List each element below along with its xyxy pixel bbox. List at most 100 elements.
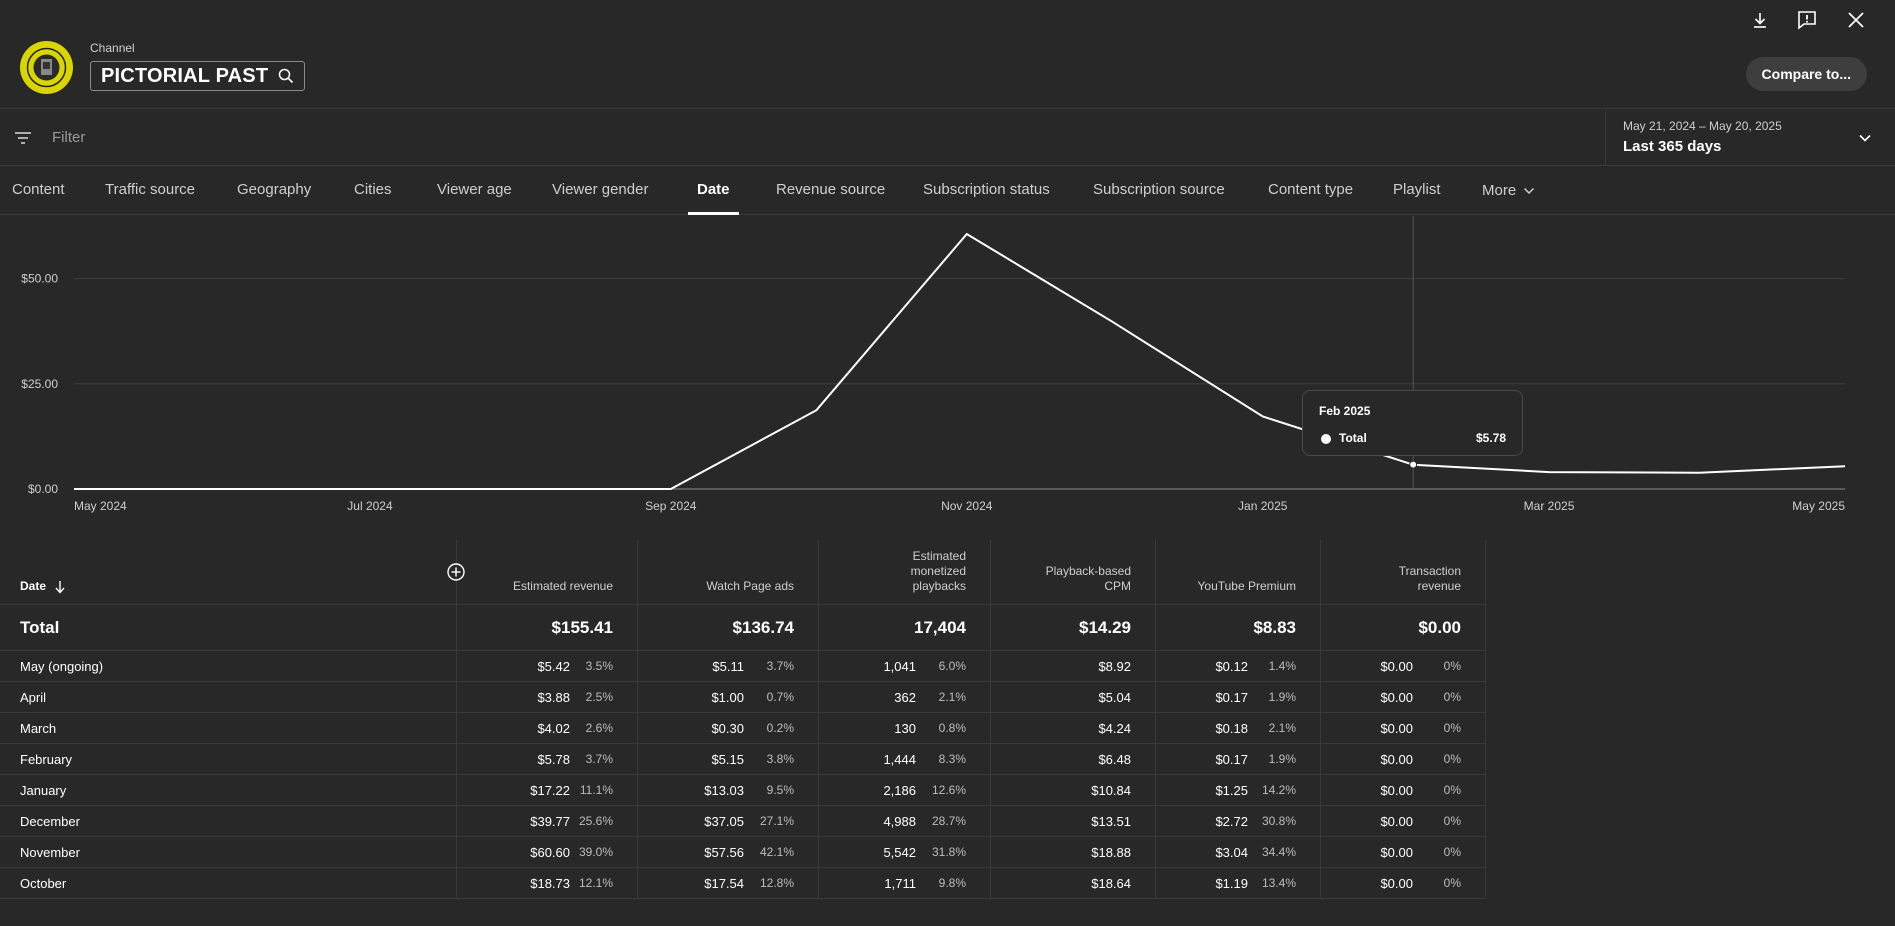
- filter-input[interactable]: Filter: [52, 129, 86, 146]
- row-label: January: [20, 782, 67, 798]
- close-icon[interactable]: [1844, 8, 1868, 32]
- cell-transaction-revenue: $0.00: [1380, 689, 1413, 705]
- hover-point: [1409, 460, 1418, 469]
- table-row: November $60.60 39.0% $57.56 42.1% 5,542 31.8%…: [0, 837, 1485, 868]
- row-label: December: [20, 813, 80, 829]
- column-header-monetized-playbacks[interactable]: Estimated monetized playbacks: [910, 549, 966, 593]
- cell-watch-page-ads-percent: 0.7%: [766, 690, 794, 704]
- channel-avatar[interactable]: [20, 41, 73, 94]
- table-row: January $17.22 11.1% $13.03 9.5% 2,186 12.6% $1…: [0, 775, 1485, 806]
- channel-selector[interactable]: PICTORIAL PAST: [90, 61, 306, 91]
- cell-estimated-revenue: $18.73: [530, 875, 570, 891]
- chevron-down-icon[interactable]: [1857, 130, 1873, 146]
- cell-monetized-playbacks-percent: 31.8%: [931, 845, 966, 859]
- cell-youtube-premium-percent: 34.4%: [1261, 845, 1296, 859]
- column-header-youtube-premium[interactable]: YouTube Premium: [1197, 579, 1297, 593]
- tab-subscription-status[interactable]: Subscription status: [923, 181, 1050, 198]
- cell-transaction-revenue: $0.00: [1380, 720, 1413, 736]
- cell-transaction-revenue-percent: 0%: [1443, 690, 1461, 704]
- cell-cpm: $10.84: [1091, 782, 1131, 798]
- row-label: March: [20, 720, 57, 736]
- series-line-total: [74, 232, 1846, 490]
- filter-bar[interactable]: Filter: [0, 110, 1605, 166]
- column-header-estimated-revenue[interactable]: Estimated revenue: [512, 579, 613, 593]
- column-header-transaction-revenue[interactable]: Transaction revenue: [1398, 564, 1461, 593]
- row-label: February: [20, 751, 73, 767]
- cell-monetized-playbacks: 2,186: [883, 782, 916, 798]
- cell-estimated-revenue-percent: 25.6%: [578, 814, 613, 828]
- column-divider: [456, 540, 457, 898]
- tab-viewer-age[interactable]: Viewer age: [437, 181, 512, 198]
- cell-transaction-revenue: $0.00: [1418, 617, 1461, 637]
- tab-revenue-source[interactable]: Revenue source: [776, 181, 886, 198]
- cell-estimated-revenue-percent: 3.5%: [585, 659, 613, 673]
- cell-watch-page-ads: $5.11: [712, 658, 744, 674]
- download-icon[interactable]: [1748, 8, 1772, 32]
- cell-cpm: $18.64: [1091, 875, 1131, 891]
- cell-youtube-premium: $0.17: [1215, 689, 1248, 705]
- cell-transaction-revenue: $0.00: [1380, 658, 1413, 674]
- channel-name: PICTORIAL PAST: [101, 64, 269, 87]
- cell-watch-page-ads-percent: 9.5%: [766, 783, 794, 797]
- tab-content[interactable]: Content: [12, 181, 65, 198]
- cell-monetized-playbacks-percent: 0.8%: [938, 721, 966, 735]
- revenue-chart[interactable]: $0.00 $25.00 $50.00 May 2024 Jul 2024 Sep 20…: [0, 216, 1895, 540]
- y-tick-label: $0.00: [28, 482, 58, 496]
- row-label: October: [20, 875, 67, 891]
- column-header-watch-page-ads[interactable]: Watch Page ads: [706, 579, 794, 593]
- cell-youtube-premium-percent: 1.9%: [1268, 690, 1296, 704]
- column-header-date[interactable]: Date: [20, 540, 140, 604]
- cell-monetized-playbacks: 130: [894, 720, 916, 736]
- cell-estimated-revenue: $17.22: [530, 782, 570, 798]
- x-tick-label: May 2024: [74, 499, 127, 513]
- cell-youtube-premium: $0.12: [1215, 658, 1248, 674]
- cell-youtube-premium-percent: 13.4%: [1261, 876, 1296, 890]
- sort-down-icon[interactable]: [54, 580, 66, 594]
- cell-youtube-premium-percent: 14.2%: [1261, 783, 1296, 797]
- cell-monetized-playbacks-percent: 28.7%: [931, 814, 966, 828]
- cell-monetized-playbacks: 17,404: [914, 617, 966, 637]
- cell-watch-page-ads: $136.74: [732, 617, 794, 637]
- metrics-table: Date Estimated revenue Watch Page ads Es…: [0, 540, 1895, 900]
- tab-geography[interactable]: Geography: [237, 181, 312, 198]
- tab-cities[interactable]: Cities: [354, 181, 392, 198]
- cell-youtube-premium: $0.17: [1215, 751, 1248, 767]
- cell-transaction-revenue-percent: 0%: [1443, 814, 1461, 828]
- compare-button[interactable]: Compare to...: [1745, 57, 1867, 91]
- tab-content-type[interactable]: Content type: [1268, 181, 1354, 198]
- cell-watch-page-ads-percent: 3.8%: [766, 752, 794, 766]
- cell-transaction-revenue: $0.00: [1380, 813, 1413, 829]
- cell-watch-page-ads: $1.00: [711, 689, 744, 705]
- tab-more[interactable]: More: [1482, 167, 1536, 215]
- search-icon[interactable]: [278, 68, 294, 84]
- cell-youtube-premium: $2.72: [1215, 813, 1248, 829]
- filter-icon[interactable]: [13, 128, 33, 148]
- column-header-cpm[interactable]: Playback-based CPM: [1045, 564, 1131, 593]
- tab-viewer-gender[interactable]: Viewer gender: [552, 181, 649, 198]
- cell-monetized-playbacks-percent: 6.0%: [938, 659, 966, 673]
- cell-watch-page-ads-percent: 3.7%: [766, 659, 794, 673]
- cell-watch-page-ads-percent: 12.8%: [759, 876, 794, 890]
- column-header-date-label: Date: [20, 579, 47, 593]
- x-tick-label: Mar 2025: [1524, 499, 1575, 513]
- tooltip-series-dot: [1321, 434, 1331, 444]
- tab-date[interactable]: Date: [688, 167, 739, 215]
- date-range-selector[interactable]: May 21, 2024 – May 20, 2025 Last 365 day…: [1605, 110, 1895, 166]
- column-divider: [990, 540, 991, 898]
- cell-watch-page-ads-percent: 0.2%: [766, 721, 794, 735]
- line-chart[interactable]: $0.00 $25.00 $50.00 May 2024 Jul 2024 Sep 20…: [0, 216, 1895, 540]
- cell-cpm: $18.88: [1091, 844, 1131, 860]
- cell-watch-page-ads: $0.30: [711, 720, 744, 736]
- chart-tooltip: Feb 2025 Total $5.78: [1302, 390, 1523, 456]
- table-row: October $18.73 12.1% $17.54 12.8% 1,711 9.8% $1…: [0, 868, 1485, 899]
- tab-traffic-source[interactable]: Traffic source: [105, 181, 196, 198]
- feedback-icon[interactable]: [1795, 8, 1819, 32]
- tab-playlist[interactable]: Playlist: [1393, 181, 1441, 198]
- column-divider: [637, 540, 638, 898]
- tab-subscription-source[interactable]: Subscription source: [1093, 181, 1225, 198]
- cell-monetized-playbacks: 1,711: [884, 875, 916, 891]
- cell-estimated-revenue-percent: 39.0%: [578, 845, 613, 859]
- table-row-total: Total $155.41 $136.74 17,404 $14.29 $8.8…: [0, 605, 1485, 651]
- table-row: April $3.88 2.5% $1.00 0.7% 362 2.1% $5.04 $0.17…: [0, 682, 1485, 713]
- add-metric-icon[interactable]: [447, 563, 465, 581]
